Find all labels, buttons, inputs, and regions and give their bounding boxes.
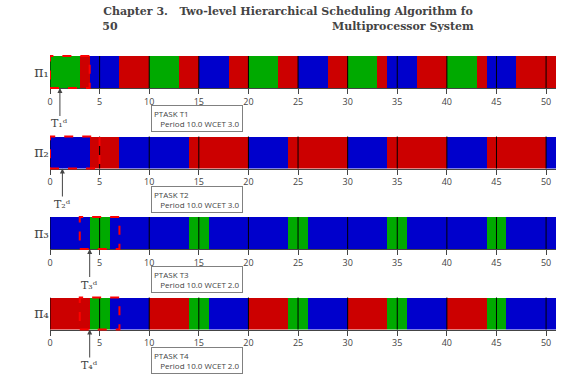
svg-text:T₄ᵈ: T₄ᵈ bbox=[81, 359, 98, 372]
svg-text:0: 0 bbox=[47, 256, 52, 269]
svg-text:T₁ᵈ: T₁ᵈ bbox=[51, 117, 68, 130]
svg-text:35: 35 bbox=[392, 95, 402, 108]
svg-text:30: 30 bbox=[343, 175, 353, 188]
svg-text:0: 0 bbox=[47, 175, 52, 188]
svg-text:π₁: π₁ bbox=[34, 64, 49, 80]
svg-text:30: 30 bbox=[343, 95, 353, 108]
svg-text:15: 15 bbox=[194, 336, 204, 349]
svg-text:15: 15 bbox=[194, 175, 204, 188]
svg-text:Chapter 3. Two-level Hierarc: Chapter 3. Two-level Hierarchical Schedu… bbox=[102, 5, 474, 32]
svg-text:10: 10 bbox=[144, 95, 154, 108]
svg-text:20: 20 bbox=[243, 95, 253, 108]
svg-text:40: 40 bbox=[442, 175, 452, 188]
svg-text:10: 10 bbox=[144, 336, 154, 349]
svg-text:40: 40 bbox=[442, 95, 452, 108]
svg-text:5: 5 bbox=[97, 95, 102, 108]
svg-text:45: 45 bbox=[491, 95, 501, 108]
svg-text:35: 35 bbox=[392, 175, 402, 188]
svg-text:T₃ᵈ: T₃ᵈ bbox=[81, 279, 98, 292]
svg-text:PTASK T4 Period 10.0 WCET 2.: PTASK T4 Period 10.0 WCET 2.0 bbox=[154, 350, 240, 371]
svg-text:π₄: π₄ bbox=[34, 305, 49, 321]
svg-text:25: 25 bbox=[293, 256, 303, 269]
svg-text:T₂ᵈ: T₂ᵈ bbox=[54, 198, 71, 211]
svg-text:20: 20 bbox=[243, 336, 253, 349]
svg-text:25: 25 bbox=[293, 336, 303, 349]
svg-text:40: 40 bbox=[442, 336, 452, 349]
svg-text:50: 50 bbox=[541, 336, 551, 349]
svg-text:5: 5 bbox=[97, 175, 102, 188]
svg-text:40: 40 bbox=[442, 256, 452, 269]
svg-text:PTASK T1 Period 10.0 WCET 3.: PTASK T1 Period 10.0 WCET 3.0 bbox=[154, 108, 240, 129]
svg-text:25: 25 bbox=[293, 175, 303, 188]
svg-text:5: 5 bbox=[97, 256, 102, 269]
svg-text:45: 45 bbox=[491, 336, 501, 349]
svg-text:20: 20 bbox=[243, 256, 253, 269]
svg-text:50: 50 bbox=[541, 256, 551, 269]
svg-text:5: 5 bbox=[97, 336, 102, 349]
svg-text:15: 15 bbox=[194, 256, 204, 269]
svg-text:45: 45 bbox=[491, 256, 501, 269]
svg-text:0: 0 bbox=[47, 336, 52, 349]
svg-text:30: 30 bbox=[343, 256, 353, 269]
svg-text:50: 50 bbox=[541, 95, 551, 108]
svg-text:10: 10 bbox=[144, 256, 154, 269]
svg-text:0: 0 bbox=[47, 95, 52, 108]
svg-text:PTASK T3 Period 10.0 WCET 2.: PTASK T3 Period 10.0 WCET 2.0 bbox=[154, 269, 240, 290]
svg-text:35: 35 bbox=[392, 336, 402, 349]
svg-text:π₂: π₂ bbox=[34, 144, 49, 160]
svg-text:PTASK T2 Period 10.0 WCET 3.: PTASK T2 Period 10.0 WCET 3.0 bbox=[154, 189, 240, 210]
svg-text:25: 25 bbox=[293, 95, 303, 108]
svg-text:45: 45 bbox=[491, 175, 501, 188]
svg-text:20: 20 bbox=[243, 175, 253, 188]
svg-text:35: 35 bbox=[392, 256, 402, 269]
svg-text:30: 30 bbox=[343, 336, 353, 349]
svg-text:50: 50 bbox=[541, 175, 551, 188]
svg-text:π₃: π₃ bbox=[34, 225, 49, 241]
svg-text:15: 15 bbox=[194, 95, 204, 108]
svg-text:10: 10 bbox=[144, 175, 154, 188]
